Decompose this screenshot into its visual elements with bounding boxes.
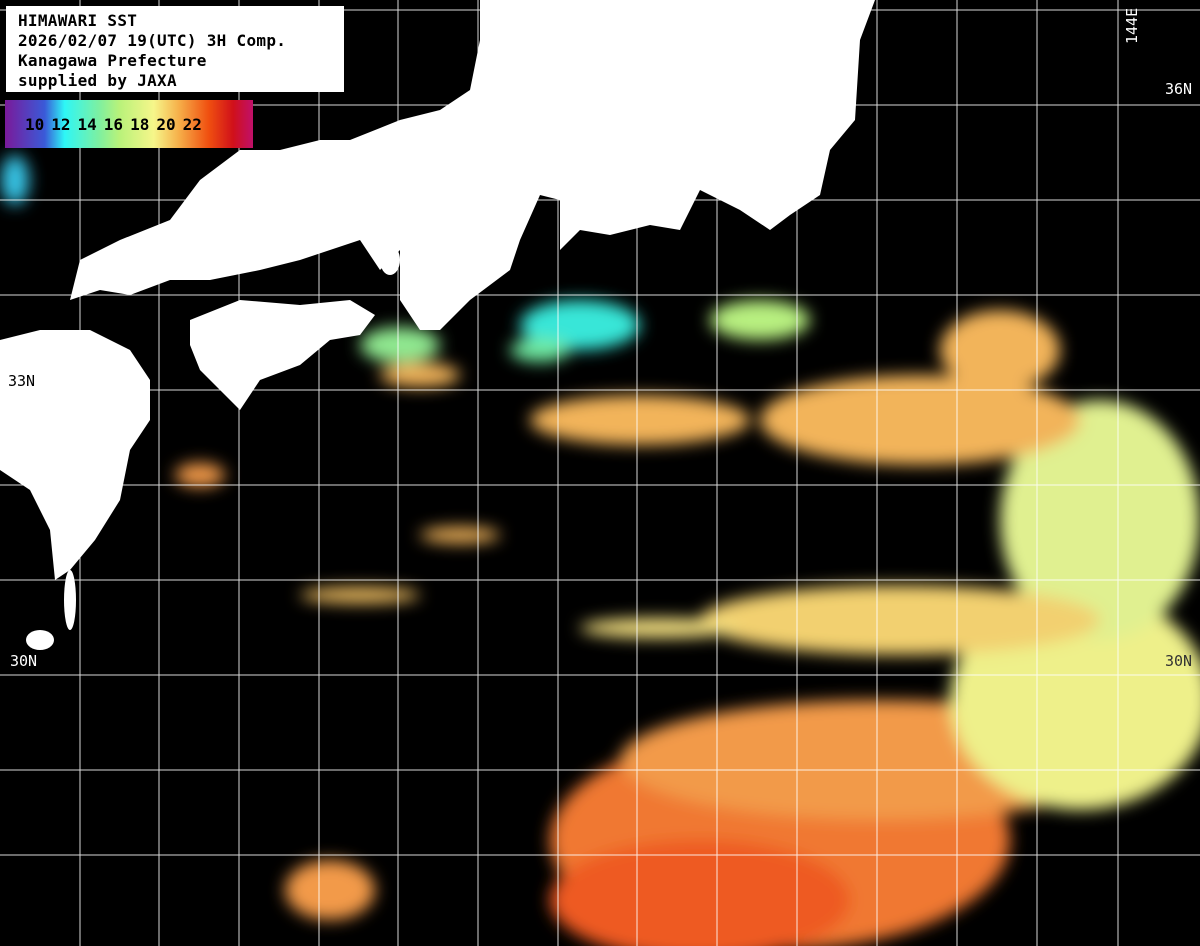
- organization: Kanagawa Prefecture: [18, 51, 207, 70]
- temperature-colorbar: 10 12 14 16 18 20 22: [5, 100, 253, 148]
- data-credit: supplied by JAXA: [18, 71, 177, 90]
- lon-label-144e: 144E: [1123, 7, 1141, 44]
- lat-label-30n-right: 30N: [1165, 652, 1193, 670]
- lat-label-30n-left: 30N: [10, 652, 38, 670]
- legend-tick: 16: [103, 114, 124, 134]
- land-mass: [0, 0, 875, 650]
- legend-tick: 20: [156, 114, 176, 134]
- product-title: HIMAWARI SST: [18, 11, 138, 30]
- legend-tick: 14: [77, 114, 97, 134]
- lat-label-33n-left: 33N: [8, 372, 36, 390]
- legend-tick: 18: [130, 114, 150, 134]
- legend-tick: 10: [25, 114, 45, 134]
- legend-tick: 12: [51, 114, 71, 134]
- land-shikoku: [190, 300, 375, 410]
- sst-field: [1, 155, 1200, 946]
- lat-label-33n-right: 33N: [1165, 372, 1193, 390]
- observation-datetime: 2026/02/07 19(UTC) 3H Comp.: [18, 31, 287, 50]
- lat-label-36n: 36N: [1165, 80, 1193, 98]
- land-honshu: [70, 0, 875, 330]
- lon-label-136e: 136E: [483, 3, 501, 40]
- land-kyushu: [0, 330, 150, 580]
- legend-tick: 22: [182, 114, 202, 134]
- info-panel: HIMAWARI SST 2026/02/07 19(UTC) 3H Comp.…: [6, 6, 344, 92]
